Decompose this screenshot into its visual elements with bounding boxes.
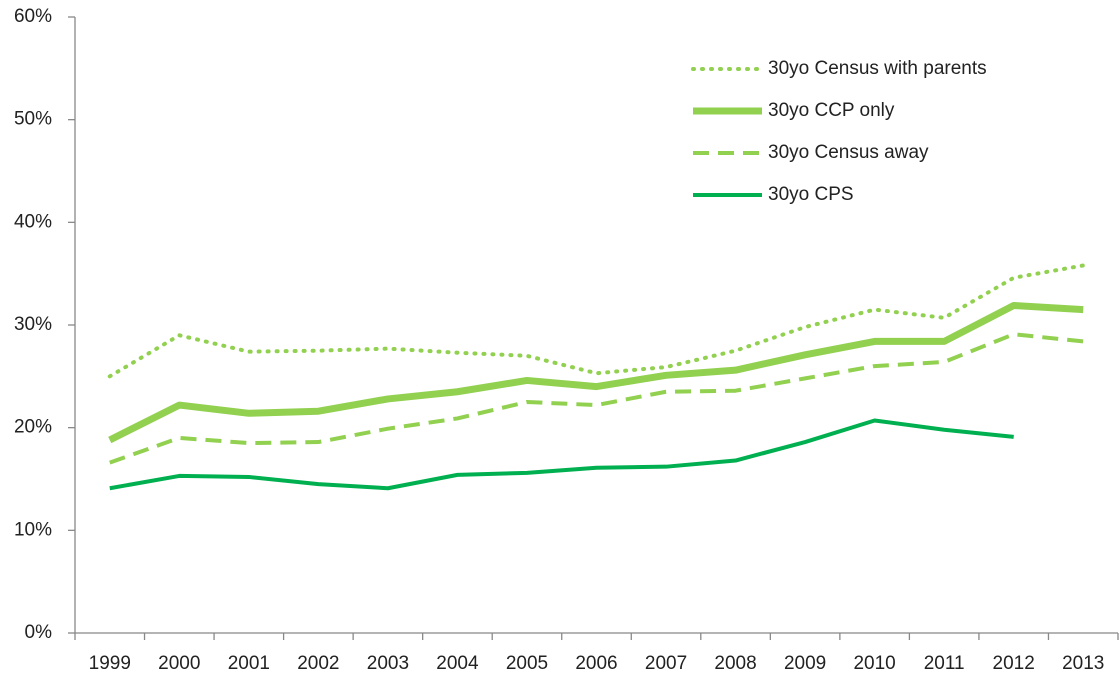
x-tick-label: 1999 (89, 653, 131, 674)
data-line (109, 418, 1014, 491)
y-tick-label: 60% (14, 6, 52, 27)
data-line (107, 263, 1086, 379)
legend-label: 30yo CCP only (768, 100, 895, 121)
x-tick-label: 2013 (1062, 653, 1104, 674)
x-tick-label: 2003 (367, 653, 409, 674)
x-tick-label: 2012 (993, 653, 1035, 674)
legend-label: 30yo Census with parents (768, 58, 987, 79)
legend-label: 30yo CPS (768, 184, 854, 205)
x-tick-label: 2009 (784, 653, 826, 674)
y-tick-label: 40% (14, 211, 52, 232)
y-tick-label: 30% (14, 314, 52, 335)
x-tick-label: 2006 (575, 653, 617, 674)
x-tick-label: 2005 (506, 653, 548, 674)
x-tick-label: 2001 (228, 653, 270, 674)
y-tick-label: 20% (14, 417, 52, 438)
x-tick-label: 2002 (297, 653, 339, 674)
x-tick-label: 2008 (714, 653, 756, 674)
x-tick-label: 2011 (924, 653, 965, 674)
x-tick-label: 2000 (158, 653, 200, 674)
data-line (109, 332, 1084, 465)
y-tick-label: 10% (14, 519, 52, 540)
y-tick-label: 0% (25, 622, 53, 643)
x-tick-label: 2010 (853, 653, 895, 674)
x-tick-label: 2007 (645, 653, 687, 674)
y-tick-label: 50% (14, 109, 52, 130)
x-tick-label: 2004 (436, 653, 479, 674)
legend-label: 30yo Census away (768, 142, 929, 163)
data-line (108, 301, 1084, 444)
